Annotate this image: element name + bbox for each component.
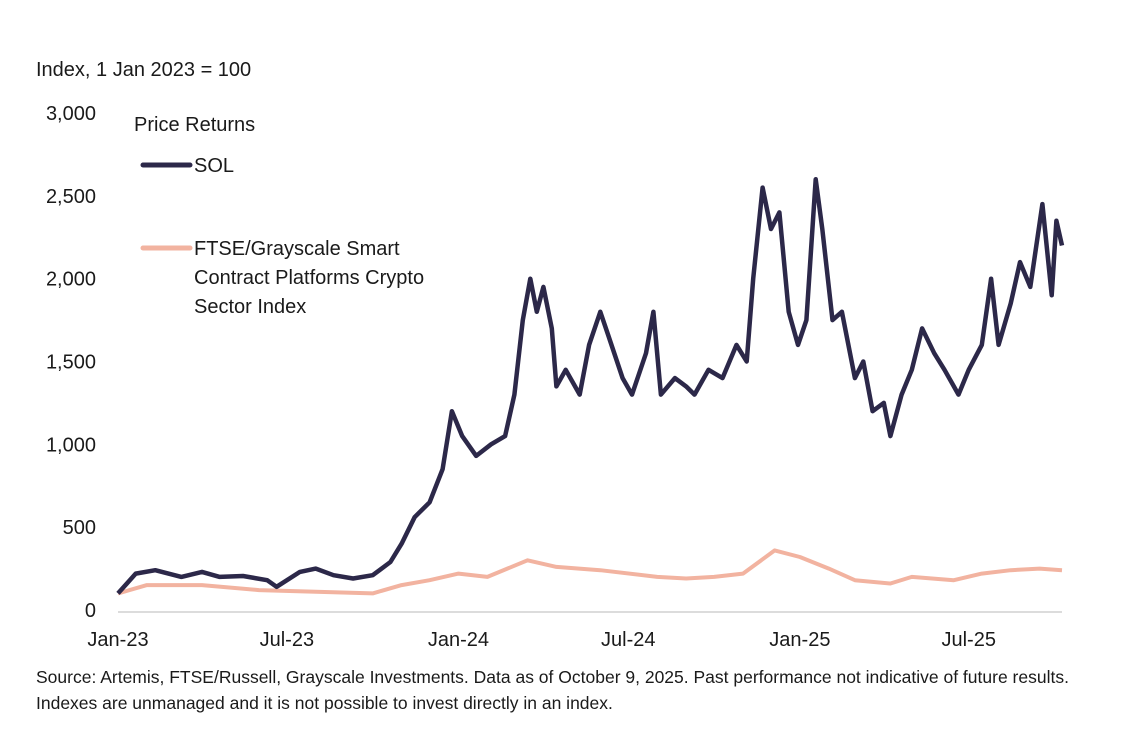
source-note: Source: Artemis, FTSE/Russell, Grayscale… bbox=[36, 667, 1069, 713]
y-tick-label: 3,000 bbox=[46, 103, 96, 125]
x-tick-label: Jul-24 bbox=[601, 629, 655, 651]
y-tick-label: 2,500 bbox=[46, 186, 96, 208]
legend-label-index-1: FTSE/Grayscale Smart bbox=[194, 238, 400, 260]
series-line-sol bbox=[116, 177, 1065, 595]
legend: Price Returns SOL FTSE/Grayscale Smart C… bbox=[134, 114, 424, 318]
x-tick-label: Jan-25 bbox=[769, 629, 830, 651]
y-tick-label: 500 bbox=[63, 517, 96, 539]
y-tick-label: 2,000 bbox=[46, 269, 96, 291]
legend-label-index-2: Contract Platforms Crypto bbox=[194, 267, 424, 289]
legend-title: Price Returns bbox=[134, 114, 255, 136]
x-tick-label: Jan-23 bbox=[87, 629, 148, 651]
x-tick-label: Jan-24 bbox=[428, 629, 489, 651]
x-tick-label: Jul-23 bbox=[260, 629, 314, 651]
y-tick-label: 0 bbox=[85, 600, 96, 622]
y-axis-label: Index, 1 Jan 2023 = 100 bbox=[36, 59, 251, 81]
chart-svg: Index, 1 Jan 2023 = 100 0 500 1,000 1,500 2,… bbox=[36, 59, 1065, 651]
y-tick-label: 1,500 bbox=[46, 352, 96, 374]
legend-label-sol: SOL bbox=[194, 155, 234, 177]
legend-label-index-3: Sector Index bbox=[194, 296, 306, 318]
series-line-index bbox=[117, 548, 1063, 596]
x-tick-label: Jul-25 bbox=[941, 629, 995, 651]
y-tick-label: 1,000 bbox=[46, 434, 96, 456]
